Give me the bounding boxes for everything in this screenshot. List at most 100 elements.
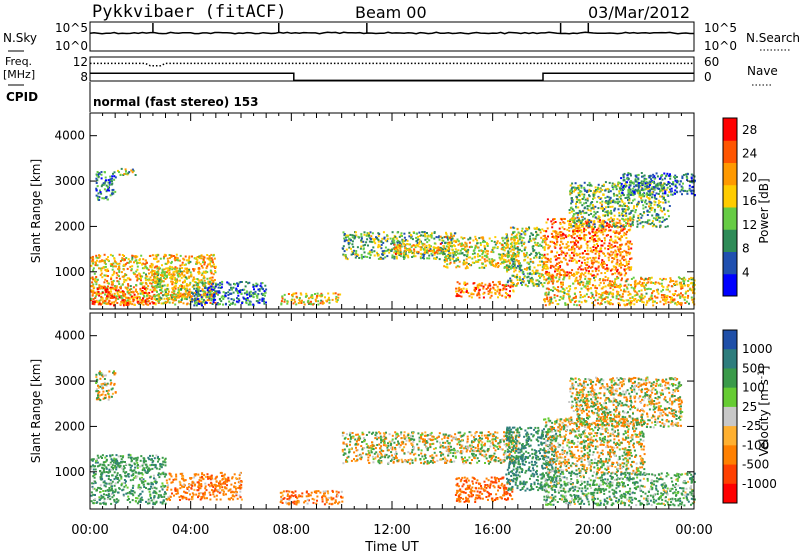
data-cell [507,294,510,297]
data-cell [592,227,595,230]
data-cell [541,266,544,269]
data-cell [585,201,588,204]
data-cell [549,278,552,281]
data-cell [594,299,597,302]
data-cell [417,251,420,254]
data-cell [569,241,572,244]
data-cell [612,288,615,291]
data-cell [406,243,409,245]
data-cell [120,271,123,274]
data-cell [152,278,155,281]
data-cell [148,291,151,294]
data-cell [444,265,447,268]
data-cell [98,302,101,305]
data-cell [576,225,579,228]
data-cell [389,248,391,251]
data-cell [218,291,221,294]
data-cell [343,234,346,237]
data-cell [589,237,592,240]
data-cell [642,301,645,304]
data-cell [98,287,101,290]
data-cell [192,284,195,287]
data-cell [604,225,607,228]
data-cell [640,284,643,287]
data-cell [248,293,251,296]
data-cell [598,252,601,255]
data-cell [177,259,180,262]
data-cell [507,255,510,257]
data-cell [154,276,157,279]
data-cell [401,235,403,237]
data-cell [144,302,147,305]
data-cell [584,267,587,270]
data-cell [565,274,568,277]
data-cell [543,229,546,232]
data-cell [647,219,649,222]
data-cell [535,270,538,273]
data-cell [675,303,678,306]
data-cell [369,254,372,257]
data-cell [465,261,468,264]
data-cell [659,277,662,280]
data-cell [210,265,213,268]
data-cell [559,223,562,225]
data-cell [106,275,109,277]
data-cell [163,297,166,300]
data-cell [604,275,607,278]
data-cell [520,236,523,239]
data-cell [111,283,114,286]
data-cell [444,235,447,238]
data-cell [580,231,583,234]
data-cell [205,267,208,270]
data-cell [567,220,569,223]
data-cell [563,257,566,260]
data-cell [634,279,637,282]
data-cell [157,300,160,303]
data-cell [103,182,106,185]
data-cell [129,265,132,268]
sky-panel-frame [89,21,695,52]
data-cell [108,189,111,192]
data-cell [96,174,98,177]
data-cell [584,198,587,201]
data-cell [257,288,260,291]
data-cell [652,290,655,292]
data-cell [626,240,629,243]
data-cell [437,236,440,239]
data-cell [553,235,556,238]
data-cell [453,239,456,242]
data-cell [167,260,170,263]
data-cell [692,283,695,286]
data-cell [556,273,559,275]
data-cell [574,278,577,281]
data-cell [591,262,594,264]
data-cell [505,266,508,269]
data-cell [610,246,613,249]
data-cell [95,280,98,283]
data-cell [92,267,95,270]
data-cell [554,270,556,273]
data-cell [106,280,109,283]
data-cell [472,293,475,296]
data-cell [162,302,165,305]
data-cell [202,261,204,264]
data-cell [596,200,599,203]
data-cell [198,303,201,305]
data-cell [481,282,484,285]
data-cell [559,234,562,236]
data-cell [217,293,219,296]
data-cell [614,223,617,226]
data-cell [457,290,460,293]
data-cell [364,255,367,258]
data-cell [473,255,476,258]
data-cell [543,275,546,278]
data-cell [451,245,453,248]
data-cell [377,257,380,260]
data-cell [594,275,597,278]
data-cell [596,211,599,213]
data-cell [101,197,104,200]
data-cell [458,294,461,297]
data-cell [551,264,554,267]
data-cell [347,239,350,242]
data-cell [344,254,347,256]
